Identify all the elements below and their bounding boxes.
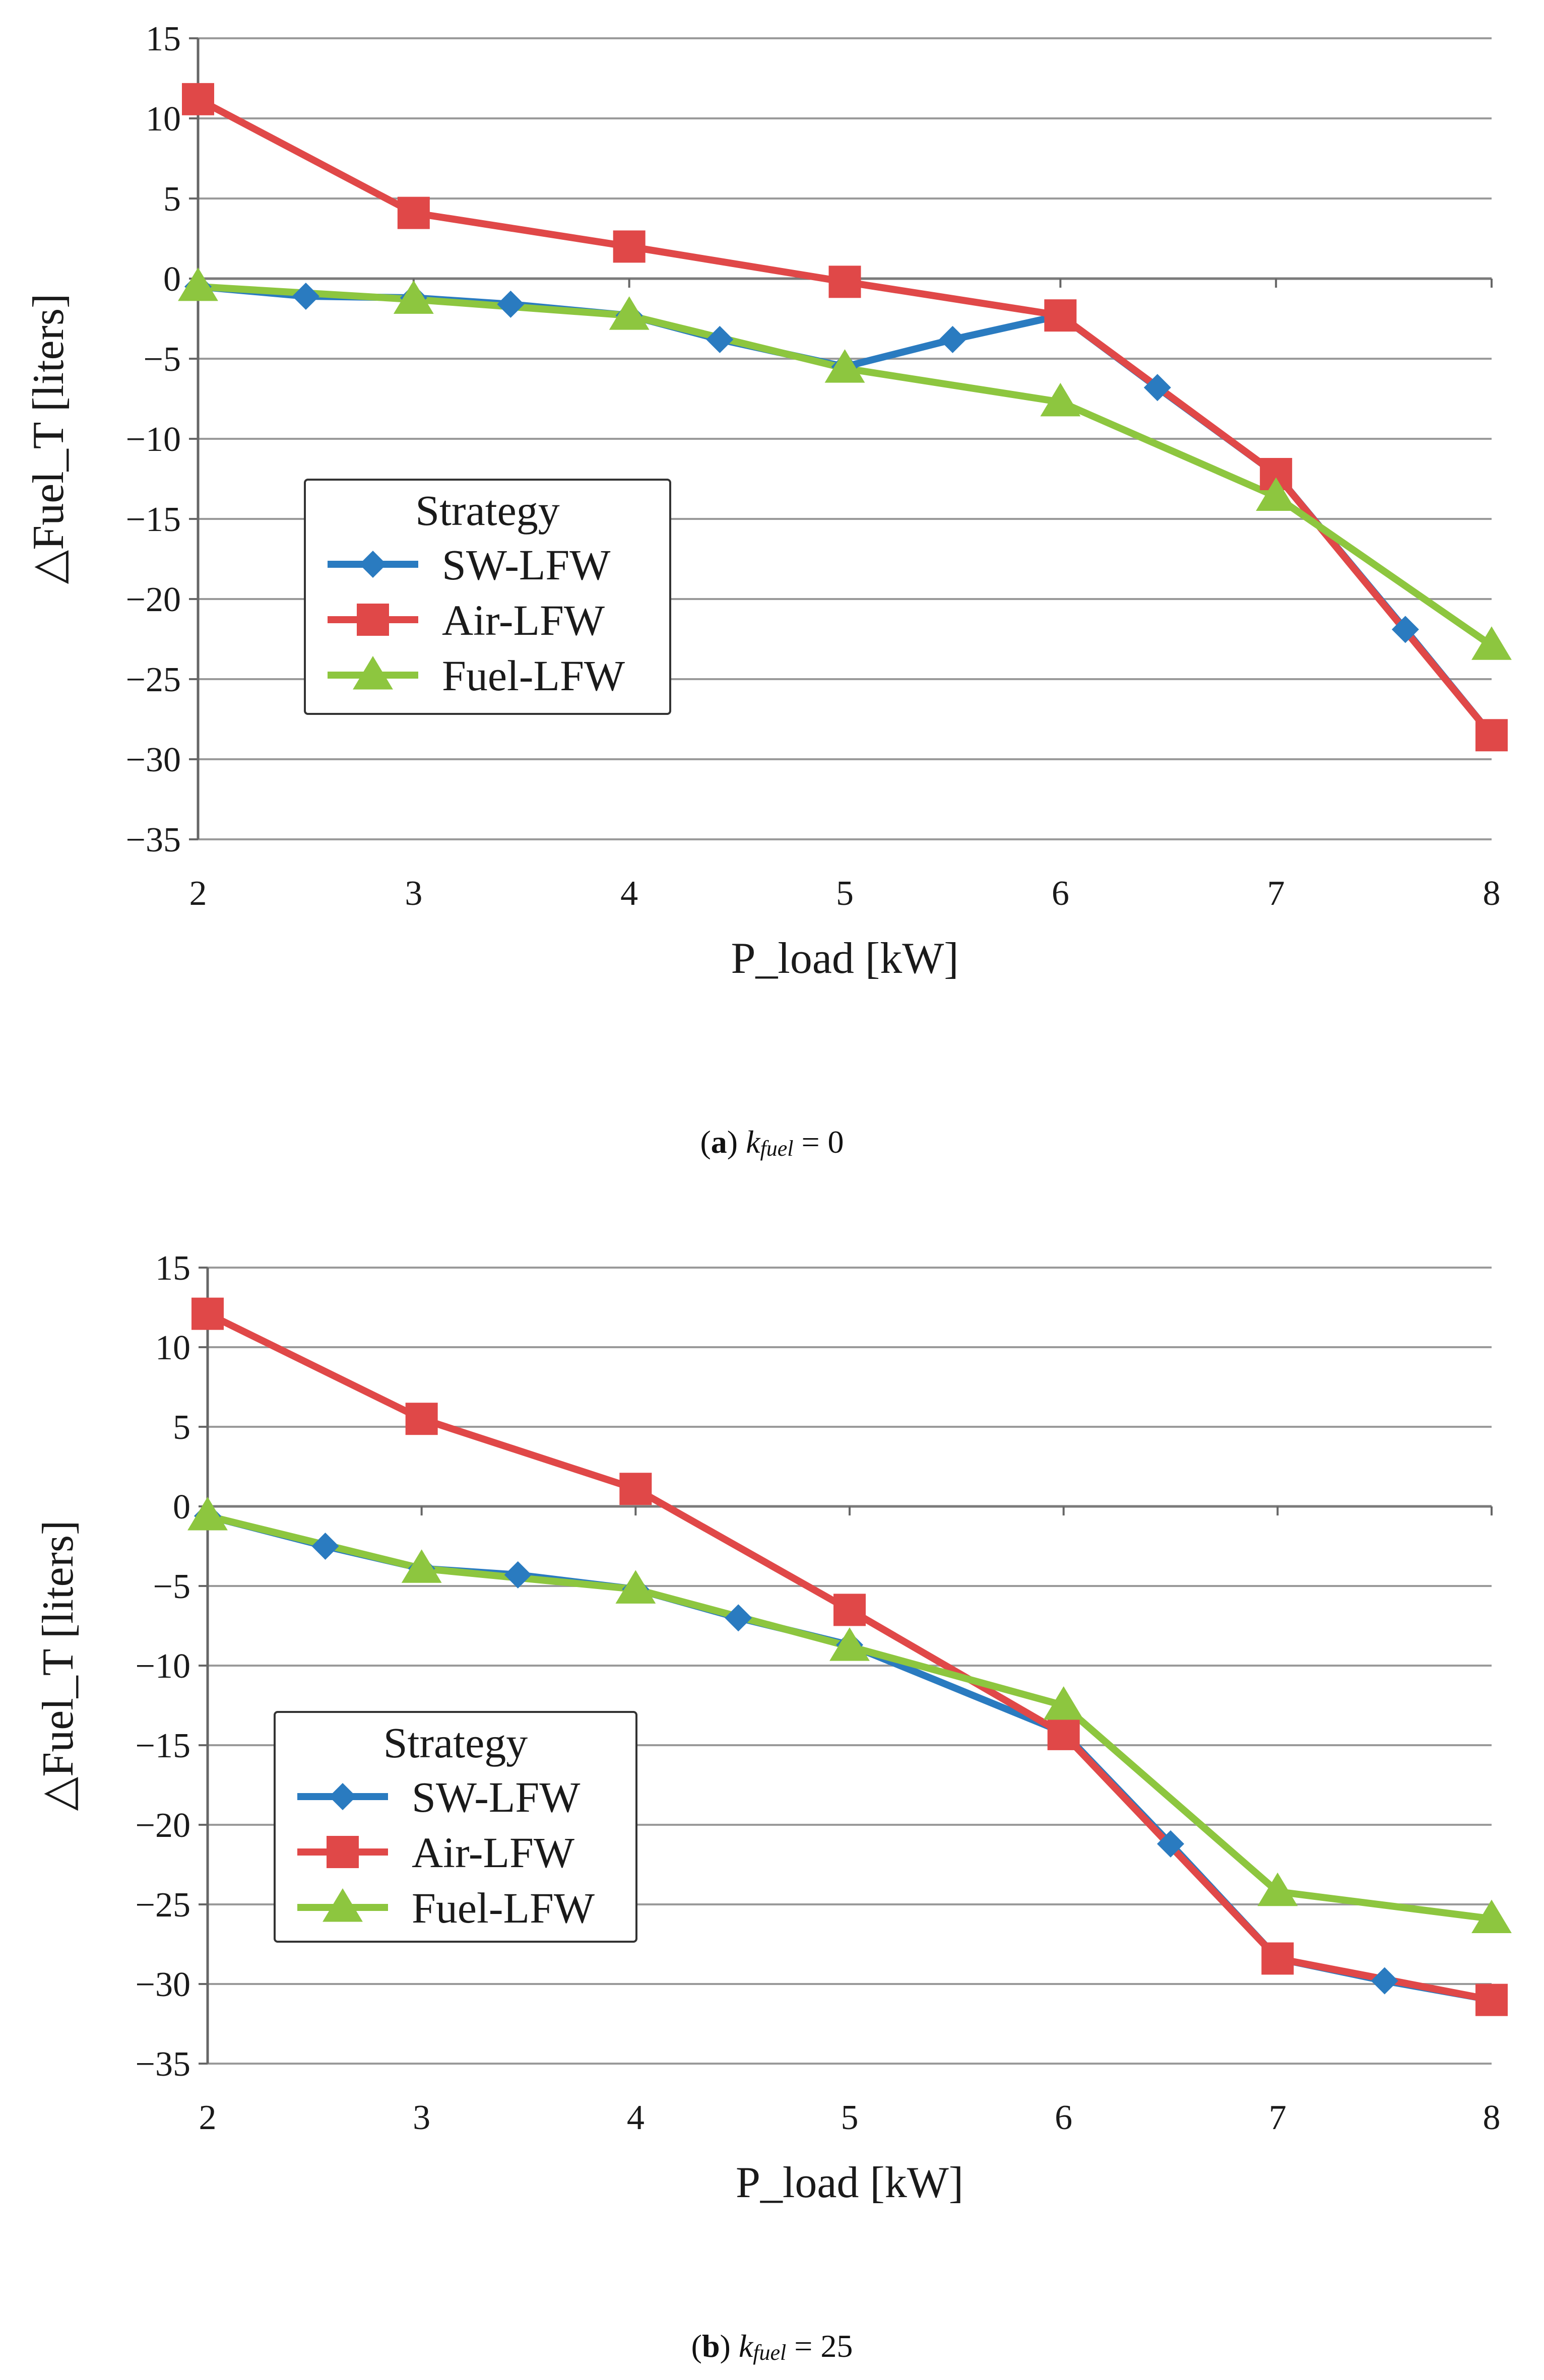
diamond-marker (497, 290, 525, 318)
triangle-marker (401, 1549, 442, 1583)
triangle-marker (1043, 1686, 1084, 1720)
square-marker (1475, 719, 1508, 752)
y-tick-label: −25 (136, 1886, 190, 1925)
y-tick-label: −15 (136, 1727, 190, 1765)
y-tick-label: −35 (126, 821, 181, 860)
diamond-marker (504, 1561, 532, 1589)
triangle-marker (393, 280, 434, 314)
triangle-marker (1040, 382, 1081, 417)
y-tick-label: 10 (155, 1329, 190, 1367)
legend-swatch-diamond (359, 551, 387, 578)
triangle-marker (1471, 1899, 1512, 1933)
diamond-marker (939, 325, 967, 353)
y-tick-label: −5 (153, 1567, 190, 1606)
legend-swatch-square (357, 604, 389, 636)
square-marker (1047, 1717, 1080, 1750)
y-tick-label: −25 (126, 660, 181, 699)
y-axis-title: △Fuel_T [liters] (24, 294, 73, 584)
legend-title: Strategy (415, 486, 560, 535)
diamond-marker (1143, 374, 1171, 402)
square-marker (833, 1594, 866, 1626)
x-tick-label: 8 (1483, 874, 1501, 913)
triangle-marker (824, 349, 865, 383)
y-tick-label: 0 (173, 1488, 190, 1527)
square-marker (619, 1473, 652, 1505)
diamond-marker (706, 325, 734, 353)
legend-box (274, 1711, 637, 1943)
x-tick-label: 3 (405, 874, 422, 913)
square-marker (1261, 1942, 1294, 1975)
square-marker (1475, 1984, 1508, 2016)
diamond-marker (1157, 1830, 1184, 1858)
diamond-marker (725, 1604, 752, 1632)
x-tick-label: 8 (1483, 2098, 1501, 2137)
x-tick-label: 7 (1267, 874, 1285, 913)
legend-label: SW-LFW (442, 541, 610, 589)
triangle-marker (615, 1570, 656, 1604)
legend-label: Fuel-LFW (442, 651, 625, 700)
x-tick-label: 6 (1052, 874, 1069, 913)
y-tick-label: −10 (126, 420, 181, 459)
legend-swatch-diamond (329, 1783, 356, 1810)
y-tick-label: 0 (163, 260, 181, 299)
x-tick-label: 6 (1055, 2098, 1072, 2137)
square-marker (1044, 299, 1077, 332)
legend-label: Air-LFW (442, 596, 605, 644)
diamond-marker (1391, 616, 1419, 643)
y-tick-label: −35 (136, 2045, 190, 2084)
y-tick-label: −15 (126, 500, 181, 539)
legend-swatch-square (327, 1836, 359, 1868)
triangle-marker (609, 296, 650, 330)
y-tick-label: −30 (126, 741, 181, 779)
legend-title: Strategy (383, 1718, 528, 1767)
square-marker (397, 196, 430, 229)
square-marker (182, 83, 214, 115)
triangle-marker (829, 1627, 870, 1661)
square-marker (191, 1297, 224, 1330)
y-tick-label: 10 (146, 100, 181, 139)
triangle-marker (1471, 626, 1512, 660)
chart-a: 15 10 5 0 −5 −10 −15 −20 −25 −30 −352 3 4 5 6 7 8 P_load … (24, 20, 1512, 983)
y-tick-label: −20 (136, 1806, 190, 1845)
chart-b: 15 10 5 0 −5 −10 −15 −20 −25 −30 −352 3 4 5 6 7 8 P_load … (34, 1249, 1512, 2207)
caption-a: (a) kfuel = 0 (700, 1124, 844, 1161)
x-axis-title: P_load [kW] (731, 934, 958, 983)
y-tick-label: −30 (136, 1965, 190, 2004)
x-tick-label: 2 (199, 2098, 217, 2137)
y-tick-label: −20 (126, 580, 181, 619)
diamond-marker (311, 1533, 339, 1560)
x-tick-label: 5 (841, 2098, 859, 2137)
x-tick-label: 7 (1269, 2098, 1286, 2137)
square-marker (405, 1403, 438, 1435)
y-tick-label: 15 (146, 20, 181, 58)
diamond-marker (292, 282, 319, 310)
square-marker (613, 230, 646, 263)
triangle-marker (1257, 1872, 1298, 1906)
x-tick-label: 4 (620, 874, 638, 913)
x-tick-label: 3 (413, 2098, 430, 2137)
triangle-marker (178, 267, 218, 301)
y-tick-label: 5 (163, 180, 181, 219)
triangle-marker (1256, 477, 1297, 511)
legend-swatch-triangle (353, 656, 393, 690)
diamond-marker (1371, 1967, 1398, 1995)
legend-swatch-triangle (323, 1888, 363, 1922)
y-axis-title: △Fuel_T [liters] (34, 1520, 83, 1811)
x-tick-label: 5 (836, 874, 854, 913)
square-marker (828, 266, 861, 298)
x-tick-label: 2 (189, 874, 207, 913)
triangle-marker (187, 1496, 228, 1531)
legend-label: Air-LFW (412, 1828, 574, 1877)
y-tick-label: −10 (136, 1647, 190, 1686)
x-axis-title: P_load [kW] (736, 2158, 963, 2207)
legend-label: Fuel-LFW (412, 1884, 595, 1932)
x-tick-label: 4 (627, 2098, 645, 2137)
y-tick-label: 5 (173, 1408, 190, 1447)
legend-box (304, 479, 671, 715)
legend-label: SW-LFW (412, 1773, 580, 1821)
y-tick-label: 15 (155, 1249, 190, 1288)
caption-b: (b) kfuel = 25 (691, 2328, 853, 2365)
y-tick-label: −5 (144, 340, 181, 379)
